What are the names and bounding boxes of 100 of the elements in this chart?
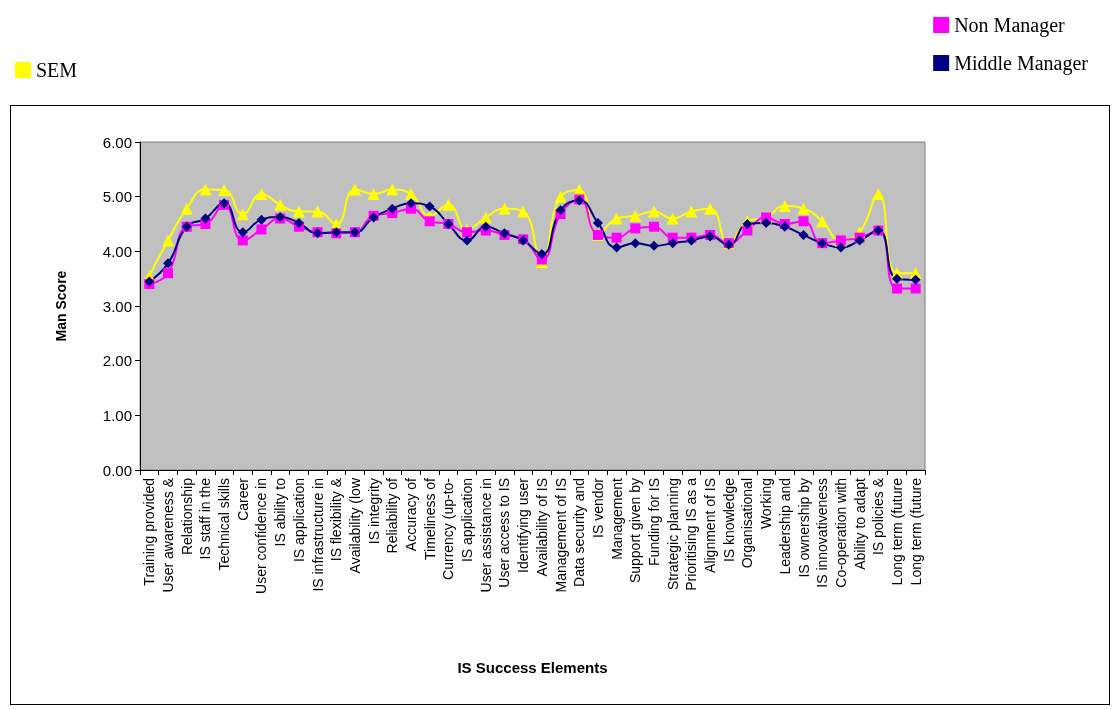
x-tick-label: Ability to adapt: [851, 477, 868, 570]
point: [536, 249, 547, 260]
y-tick-label: 5.00: [102, 188, 132, 206]
point: [256, 224, 267, 235]
y-tick-label: 3.00: [102, 297, 132, 315]
point: [610, 212, 623, 225]
x-tick-label: User access to IS: [496, 478, 513, 588]
point: [293, 217, 304, 228]
point: [648, 240, 659, 251]
point: [480, 221, 491, 232]
y-tick-label: 4.00: [102, 242, 132, 260]
x-tick-label: Prioritising IS as a: [683, 477, 700, 591]
point: [424, 216, 435, 227]
point: [199, 183, 212, 196]
x-tick-label: Long term (future: [907, 477, 924, 586]
x-tick-label: User assistance in: [477, 478, 494, 593]
x-tick-label: Currency (up-to-: [440, 477, 457, 580]
x-tick-label: Relationship: [178, 477, 195, 556]
x-tick-label: Long term (future: [888, 477, 905, 586]
x-tick-label: Alignment of IS: [702, 478, 719, 573]
x-tick-label: Data security and: [571, 478, 588, 587]
point: [256, 214, 267, 225]
point: [798, 216, 809, 227]
x-tick-label: Accuracy of: [403, 477, 420, 552]
x-tick-label: Working: [758, 478, 775, 530]
point: [180, 202, 193, 215]
x-tick-label: Availability (low: [346, 477, 363, 574]
x-tick-label: Support given by: [627, 478, 644, 584]
x-tick-label: IS application: [290, 478, 307, 563]
point: [292, 205, 305, 218]
x-tick-label: IS knowledge: [720, 477, 737, 563]
point: [742, 225, 753, 236]
x-tick-label: IS application: [459, 478, 476, 563]
point: [778, 199, 791, 212]
x-axis-title: IS Success Elements: [457, 659, 608, 676]
y-tick-label: 0.00: [102, 461, 132, 479]
y-tick-label: 1.00: [102, 406, 132, 424]
y-axis-title: Man Score: [53, 270, 69, 342]
point: [498, 202, 511, 215]
point: [554, 190, 567, 203]
point: [367, 187, 380, 200]
x-tick-label: Career: [234, 477, 251, 521]
point: [891, 283, 902, 294]
x-tick-label: IS infrastructure in: [309, 478, 326, 592]
point: [442, 198, 455, 211]
x-tick-label: IS ability to: [272, 477, 289, 547]
point: [630, 238, 641, 249]
point: [237, 227, 248, 238]
point: [742, 219, 753, 229]
x-tick-label: User awareness &: [160, 477, 177, 593]
point: [462, 227, 473, 238]
point: [406, 198, 417, 209]
y-tick-label: 6.00: [102, 133, 132, 151]
x-tick-label: Leadership and: [776, 478, 793, 575]
point: [386, 183, 399, 196]
x-tick-label: Co-operation with: [832, 478, 849, 588]
x-tick-label: Reliability of: [384, 477, 401, 554]
x-tick-label: Organisational: [739, 478, 756, 569]
point: [910, 283, 921, 294]
point: [387, 203, 398, 214]
x-tick-label: IS innovativeness: [814, 478, 831, 588]
x-tick-label: IS integrity: [365, 478, 382, 545]
x-tick-label: Strategic planning: [664, 478, 681, 591]
point: [910, 274, 921, 285]
point: [592, 217, 603, 228]
point: [797, 202, 810, 215]
point: [816, 215, 829, 228]
x-tick-label: Management: [608, 477, 625, 560]
point: [648, 221, 659, 232]
point: [274, 198, 287, 211]
point: [685, 205, 698, 218]
point: [162, 234, 175, 247]
point: [163, 258, 174, 269]
point: [629, 209, 642, 222]
x-tick-label: Timeliness of: [421, 477, 438, 560]
y-tick-label: 2.00: [102, 352, 132, 370]
x-tick-label: Availability of IS: [533, 478, 550, 577]
legend-label: SEM: [36, 59, 78, 81]
x-tick-label: Technical skills: [216, 478, 233, 571]
x-tick-label: IS ownership by: [795, 478, 812, 578]
point: [348, 183, 361, 196]
x-tick-label: IS policies &: [870, 477, 887, 556]
legend-label: Middle Manager: [954, 52, 1089, 75]
point: [237, 235, 248, 246]
point: [163, 268, 174, 279]
x-tick-label: Training provided: [141, 478, 158, 586]
point: [630, 223, 641, 234]
point: [704, 202, 717, 215]
x-tick-label: Funding for IS: [645, 478, 662, 566]
point: [611, 232, 622, 243]
point: [200, 213, 211, 224]
point: [872, 187, 885, 200]
point: [218, 184, 231, 197]
point: [255, 187, 268, 200]
x-tick-label: User confidence in: [253, 478, 270, 594]
point: [424, 201, 435, 212]
point: [761, 217, 772, 228]
point: [666, 212, 679, 225]
point: [236, 208, 249, 221]
legend-label: Non Manager: [954, 14, 1066, 37]
